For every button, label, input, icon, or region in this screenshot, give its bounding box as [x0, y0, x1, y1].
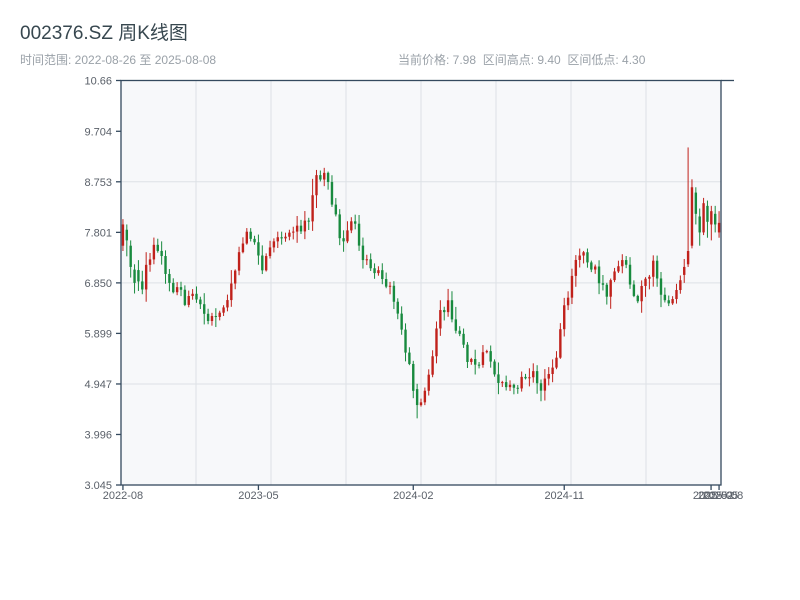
svg-text:2024-11: 2024-11 — [544, 490, 584, 502]
svg-text:5.899: 5.899 — [84, 328, 112, 340]
svg-text:3.996: 3.996 — [84, 429, 112, 441]
svg-text:8.753: 8.753 — [84, 177, 112, 189]
svg-text:2022-08: 2022-08 — [103, 490, 143, 502]
svg-text:2024-02: 2024-02 — [393, 490, 433, 502]
svg-text:2023-05: 2023-05 — [238, 490, 278, 502]
svg-text:7.801: 7.801 — [84, 227, 112, 239]
svg-text:6.850: 6.850 — [84, 278, 112, 290]
svg-text:9.704: 9.704 — [84, 126, 112, 138]
svg-text:4.947: 4.947 — [84, 379, 112, 391]
svg-text:2025-08: 2025-08 — [703, 490, 743, 502]
svg-text:10.66: 10.66 — [84, 76, 112, 88]
